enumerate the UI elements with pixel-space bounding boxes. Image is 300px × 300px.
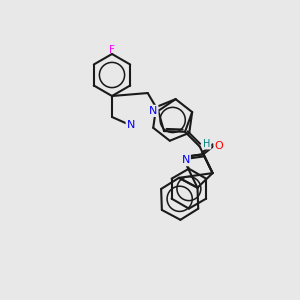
Text: N: N xyxy=(127,120,135,130)
Text: O: O xyxy=(214,141,223,151)
Text: H: H xyxy=(203,139,210,148)
Text: F: F xyxy=(109,45,115,55)
Text: N: N xyxy=(182,155,190,165)
Text: N: N xyxy=(149,106,158,116)
